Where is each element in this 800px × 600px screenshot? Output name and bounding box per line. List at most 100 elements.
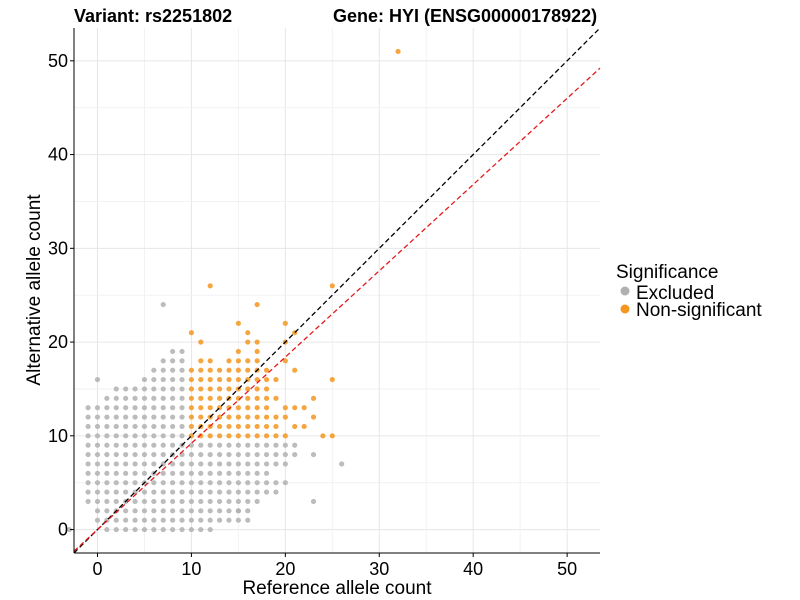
point-excluded xyxy=(188,461,195,467)
point-excluded xyxy=(310,451,317,458)
point-excluded xyxy=(160,395,166,401)
point-excluded xyxy=(85,461,91,467)
point-excluded xyxy=(94,489,101,495)
point-excluded xyxy=(170,526,176,533)
point-excluded xyxy=(179,526,185,533)
point-non-significant xyxy=(207,367,213,373)
x-tick-label: 30 xyxy=(369,559,389,579)
point-excluded xyxy=(94,376,101,383)
point-non-significant xyxy=(245,433,251,439)
point-excluded xyxy=(179,489,185,495)
point-excluded xyxy=(132,526,138,533)
point-non-significant xyxy=(245,414,251,420)
point-non-significant xyxy=(198,414,204,420)
point-excluded xyxy=(94,442,101,448)
point-excluded xyxy=(123,517,129,523)
point-excluded xyxy=(226,442,232,448)
point-excluded xyxy=(282,451,288,458)
point-excluded xyxy=(226,461,232,467)
point-excluded xyxy=(141,508,148,514)
legend-label-excluded: Excluded xyxy=(636,283,714,304)
point-excluded xyxy=(85,414,91,420)
point-non-significant xyxy=(292,423,298,430)
point-excluded xyxy=(160,470,166,476)
point-excluded xyxy=(170,442,176,448)
point-excluded xyxy=(226,489,232,495)
point-non-significant xyxy=(245,386,251,392)
point-excluded xyxy=(104,508,110,514)
point-excluded xyxy=(170,367,176,373)
point-excluded xyxy=(132,517,138,523)
point-excluded xyxy=(273,489,279,495)
point-excluded xyxy=(104,480,110,486)
point-excluded xyxy=(113,517,119,523)
point-excluded xyxy=(170,480,176,486)
point-excluded xyxy=(104,423,110,430)
point-excluded xyxy=(179,517,185,523)
point-excluded xyxy=(198,480,204,486)
point-excluded xyxy=(160,405,166,411)
point-excluded xyxy=(245,498,251,505)
point-excluded xyxy=(216,508,223,514)
point-non-significant xyxy=(188,395,195,401)
point-non-significant xyxy=(263,367,270,373)
point-excluded xyxy=(198,470,204,476)
point-excluded xyxy=(113,395,119,401)
point-non-significant xyxy=(310,414,317,420)
point-excluded xyxy=(198,508,204,514)
point-excluded xyxy=(198,526,204,533)
point-non-significant xyxy=(254,348,260,355)
point-excluded xyxy=(85,470,91,476)
point-excluded xyxy=(123,395,129,401)
point-excluded xyxy=(104,414,110,420)
point-non-significant xyxy=(188,423,195,430)
point-excluded xyxy=(282,461,288,467)
point-non-significant xyxy=(188,414,195,420)
point-excluded xyxy=(292,451,298,458)
point-excluded xyxy=(160,433,166,439)
point-non-significant xyxy=(216,433,223,439)
point-excluded xyxy=(188,498,195,505)
y-tick-label: 50 xyxy=(48,51,68,71)
point-excluded xyxy=(151,414,157,420)
x-tick-label: 10 xyxy=(181,559,201,579)
point-non-significant xyxy=(282,320,288,326)
point-excluded xyxy=(132,461,138,467)
point-non-significant xyxy=(263,395,270,401)
point-excluded xyxy=(141,386,148,392)
point-excluded xyxy=(207,480,213,486)
point-excluded xyxy=(170,395,176,401)
point-excluded xyxy=(254,480,260,486)
point-excluded xyxy=(94,451,101,458)
point-excluded xyxy=(170,508,176,514)
point-excluded xyxy=(94,405,101,411)
point-excluded xyxy=(170,489,176,495)
point-excluded xyxy=(94,470,101,476)
point-non-significant xyxy=(282,405,288,411)
point-excluded xyxy=(123,480,129,486)
point-excluded xyxy=(151,526,157,533)
point-non-significant xyxy=(216,395,223,401)
reference-lines xyxy=(73,27,601,554)
point-excluded xyxy=(113,470,119,476)
point-non-significant xyxy=(198,339,204,345)
point-excluded xyxy=(132,498,138,505)
point-non-significant xyxy=(245,395,251,401)
point-excluded xyxy=(188,442,195,448)
point-excluded xyxy=(113,414,119,420)
point-non-significant xyxy=(235,376,241,383)
point-excluded xyxy=(339,461,345,467)
y-tick-label: 30 xyxy=(48,238,68,258)
point-non-significant xyxy=(245,358,251,364)
point-excluded xyxy=(123,423,129,430)
point-non-significant xyxy=(282,358,288,364)
point-excluded xyxy=(207,470,213,476)
point-excluded xyxy=(132,451,138,458)
point-non-significant xyxy=(245,330,251,336)
point-excluded xyxy=(123,470,129,476)
point-excluded xyxy=(207,508,213,514)
legend-label-non-significant: Non-significant xyxy=(636,300,762,321)
point-excluded xyxy=(216,442,223,448)
point-excluded xyxy=(85,480,91,486)
point-excluded xyxy=(141,498,148,505)
